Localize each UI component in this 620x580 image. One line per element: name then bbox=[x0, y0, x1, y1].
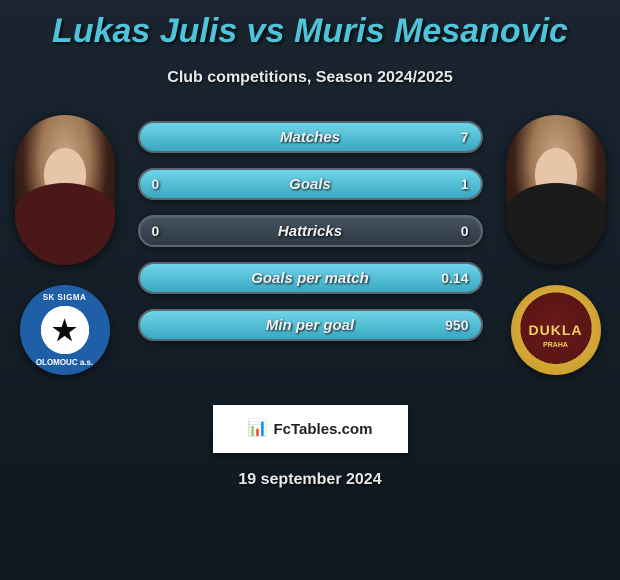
bar-label: Goals bbox=[289, 176, 331, 193]
left-club-text-top: SK SIGMA bbox=[43, 293, 87, 302]
stat-bar: 0 Hattricks 0 bbox=[138, 215, 483, 247]
watermark: 📊 FcTables.com bbox=[213, 405, 408, 453]
bar-label: Hattricks bbox=[278, 223, 342, 240]
comparison-row: SK SIGMA ★ OLOMOUC a.s. Matches70Goals10… bbox=[0, 115, 620, 375]
right-club-subtext: PRAHA bbox=[543, 342, 568, 349]
page-title: Lukas Julis vs Muris Mesanovic bbox=[0, 0, 620, 51]
chart-icon: 📊 bbox=[248, 421, 268, 437]
stat-bars: Matches 7 0 Goals 1 0 Hattricks 0 Goals per matc… bbox=[138, 115, 483, 341]
watermark-text: FcTables.com bbox=[274, 421, 373, 438]
stat-bar: 0 Goals 1 bbox=[138, 168, 483, 200]
stat-bar: Matches 7 bbox=[138, 121, 483, 153]
bar-value-left: 0 bbox=[152, 223, 160, 239]
left-side: SK SIGMA ★ OLOMOUC a.s. bbox=[10, 115, 120, 375]
right-player-avatar bbox=[506, 115, 606, 265]
bar-label: Goals per match bbox=[251, 270, 369, 287]
bar-label: Min per goal bbox=[266, 317, 354, 334]
bar-value-right: 7 bbox=[461, 129, 469, 145]
bar-value-right: 1 bbox=[461, 176, 469, 192]
bar-value-right: 0.14 bbox=[441, 270, 468, 286]
bar-label: Matches bbox=[280, 129, 340, 146]
left-club-badge: SK SIGMA ★ OLOMOUC a.s. bbox=[20, 285, 110, 375]
bar-value-left: 0 bbox=[152, 176, 160, 192]
date-line: 19 september 2024 bbox=[0, 471, 620, 489]
left-club-text-bottom: OLOMOUC a.s. bbox=[36, 358, 93, 367]
right-side: DUKLA PRAHA bbox=[501, 115, 611, 375]
bar-value-right: 0 bbox=[461, 223, 469, 239]
stat-bar: Goals per match 0.14 bbox=[138, 262, 483, 294]
stat-bar: Min per goal 950 bbox=[138, 309, 483, 341]
bar-value-right: 950 bbox=[445, 317, 468, 333]
star-icon: ★ bbox=[52, 314, 77, 347]
right-club-badge: DUKLA PRAHA bbox=[511, 285, 601, 375]
right-club-text: DUKLA bbox=[529, 322, 583, 338]
left-player-avatar bbox=[15, 115, 115, 265]
subtitle: Club competitions, Season 2024/2025 bbox=[0, 69, 620, 87]
